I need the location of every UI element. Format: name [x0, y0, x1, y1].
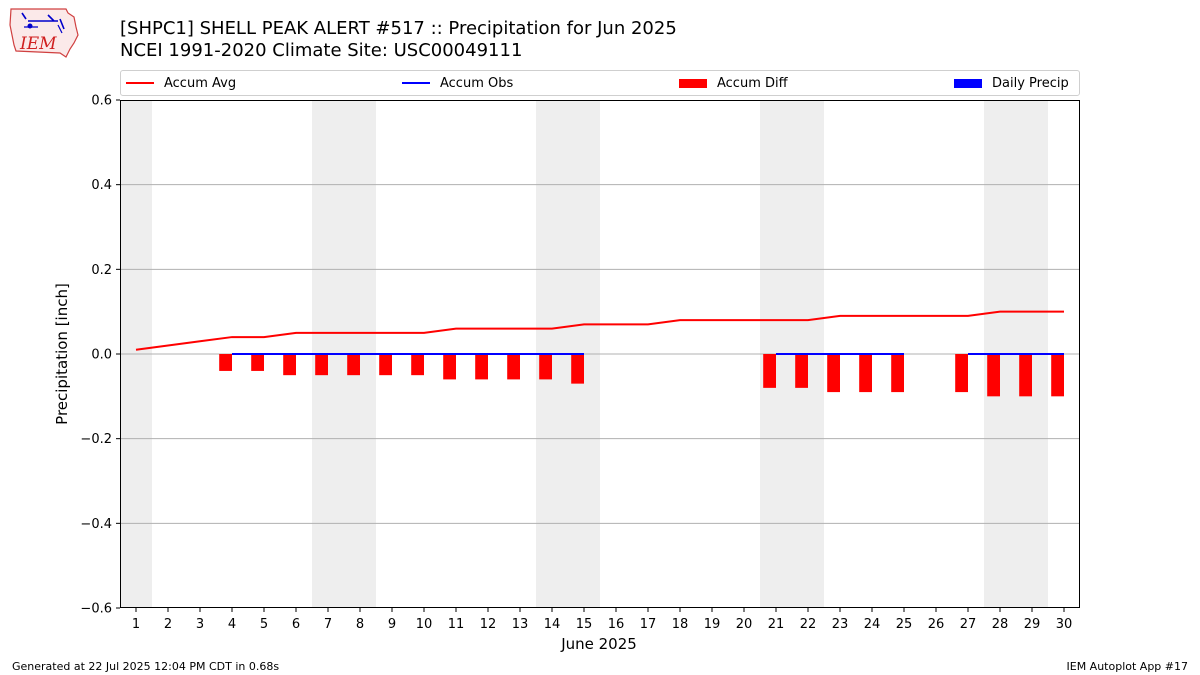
x-tick-label: 9 [388, 617, 396, 632]
y-tick-label: −0.2 [80, 432, 112, 447]
y-tick-label: 0.2 [91, 263, 112, 278]
legend-item-accum-obs: Accum Obs [402, 71, 513, 95]
accum-diff-bar [1019, 354, 1032, 397]
accum-diff-bar [1051, 354, 1064, 397]
accum-diff-bars [219, 354, 1064, 397]
accum-diff-bar [955, 354, 968, 393]
x-tick-label: 13 [512, 617, 529, 632]
x-tick-label: 17 [640, 617, 657, 632]
accum-diff-bar [347, 354, 360, 376]
x-tick-label: 16 [608, 617, 625, 632]
series-lines [135, 310, 1064, 355]
accum-diff-bar [571, 354, 584, 384]
chart-subtitle: NCEI 1991-2020 Climate Site: USC00049111 [120, 40, 523, 61]
accum-diff-bar [539, 354, 552, 380]
y-axis-label: Precipitation [inch] [53, 283, 71, 425]
x-tick-label: 25 [896, 617, 913, 632]
footer-generated: Generated at 22 Jul 2025 12:04 PM CDT in… [12, 660, 280, 673]
accum-diff-bar [219, 354, 232, 371]
x-tick-label: 23 [832, 617, 849, 632]
accum-diff-bar [891, 354, 904, 393]
accum-diff-bar [443, 354, 456, 380]
x-tick-label: 10 [416, 617, 433, 632]
y-tick-label: 0.0 [91, 348, 112, 363]
x-tick-label: 28 [992, 617, 1009, 632]
legend-label-accum-avg: Accum Avg [164, 75, 237, 91]
chart-title: [SHPC1] SHELL PEAK ALERT #517 :: Precipi… [120, 18, 677, 39]
x-tick-label: 26 [928, 617, 945, 632]
accum-diff-bar [795, 354, 808, 388]
x-tick-label: 30 [1056, 617, 1073, 632]
x-tick-label: 1 [132, 617, 140, 632]
legend: Accum Avg Accum Obs Accum Diff Daily Pre… [120, 70, 1080, 96]
iem-logo-icon: IEM [9, 8, 79, 58]
legend-item-daily-precip: Daily Precip [954, 71, 1069, 95]
x-tick-label: 12 [480, 617, 497, 632]
x-tick-label: 2 [164, 617, 172, 632]
x-tick-label: 22 [800, 617, 817, 632]
plot-frame [120, 100, 1080, 608]
legend-label-daily-precip: Daily Precip [992, 75, 1069, 91]
axes: −0.6−0.4−0.20.00.20.40.61 2 3 4 5 6 7 8 9 10 11 12 1… [80, 94, 1072, 633]
x-tick-label: 18 [672, 617, 689, 632]
x-tick-label: 6 [292, 617, 300, 632]
x-tick-label: 5 [260, 617, 268, 632]
x-axis-label: June 2025 [560, 635, 637, 653]
accum-diff-bar [507, 354, 520, 380]
x-tick-label: 21 [768, 617, 785, 632]
x-tick-label: 19 [704, 617, 721, 632]
x-tick-label: 14 [544, 617, 561, 632]
x-tick-label: 4 [228, 617, 236, 632]
x-tick-label: 7 [324, 617, 332, 632]
legend-label-accum-obs: Accum Obs [440, 75, 514, 91]
legend-item-accum-avg: Accum Avg [126, 71, 236, 95]
footer-app: IEM Autoplot App #17 [1066, 660, 1189, 673]
accum-diff-bar [827, 354, 840, 393]
accum-diff-bar [475, 354, 488, 380]
x-tick-label: 24 [864, 617, 881, 632]
accum-avg-line [135, 310, 1064, 351]
accum-diff-bar [251, 354, 264, 371]
x-tick-label: 29 [1024, 617, 1041, 632]
legend-swatch-accum-avg [126, 82, 154, 84]
accum-diff-bar [379, 354, 392, 376]
x-tick-label: 8 [356, 617, 364, 632]
accum-diff-bar [763, 354, 776, 388]
logo-text: IEM [19, 34, 57, 54]
x-tick-label: 20 [736, 617, 753, 632]
legend-swatch-accum-obs [402, 82, 430, 84]
accum-diff-bar [411, 354, 424, 376]
accum-diff-bar [283, 354, 296, 376]
legend-swatch-accum-diff [679, 78, 707, 88]
y-tick-label: 0.4 [91, 178, 112, 193]
accum-diff-bar [987, 354, 1000, 397]
legend-label-accum-diff: Accum Diff [717, 75, 788, 91]
accum-diff-bar [859, 354, 872, 393]
legend-swatch-daily-precip [954, 78, 982, 88]
y-tick-label: 0.6 [91, 94, 112, 109]
legend-item-accum-diff: Accum Diff [679, 71, 788, 95]
x-tick-label: 3 [196, 617, 204, 632]
accum-diff-bar [315, 354, 328, 376]
x-tick-label: 11 [448, 617, 465, 632]
y-tick-label: −0.4 [80, 517, 112, 532]
x-tick-label: 27 [960, 617, 977, 632]
y-tick-label: −0.6 [80, 602, 112, 617]
x-tick-label: 15 [576, 617, 593, 632]
